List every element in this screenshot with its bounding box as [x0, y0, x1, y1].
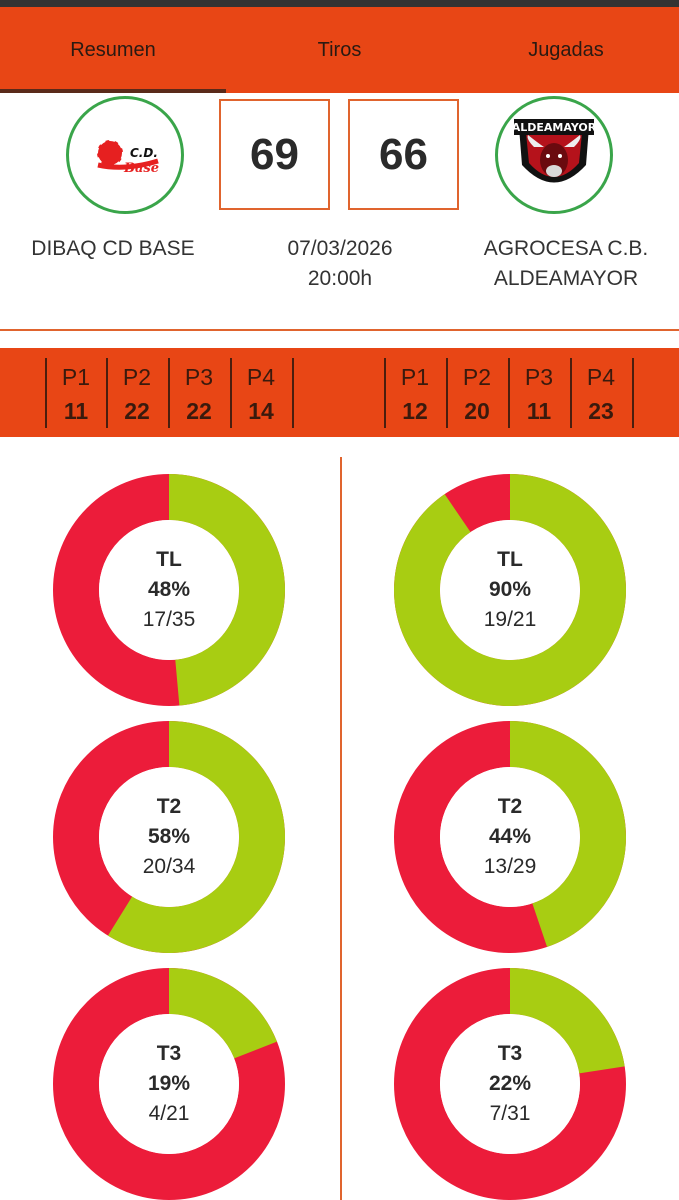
- quarter-separator: [168, 358, 170, 428]
- svg-text:ALDEAMAYOR: ALDEAMAYOR: [512, 121, 597, 134]
- donut-chart: [53, 968, 285, 1200]
- shot-type-label: T3: [497, 1042, 523, 1065]
- quarter-score: 22: [186, 398, 212, 424]
- shot-percentage: 90%: [488, 578, 532, 601]
- home-donut-tl: TL 48% 17/35: [53, 474, 285, 706]
- shot-fraction: 20/34: [142, 855, 196, 878]
- shot-percentage: 19%: [147, 1072, 191, 1095]
- home-quarter-3: P3 22: [169, 360, 229, 428]
- tab-jugadas[interactable]: Jugadas: [528, 38, 604, 61]
- match-time: 20:00h: [307, 267, 373, 290]
- tab-tiros[interactable]: Tiros: [317, 38, 362, 61]
- made-segment: [169, 968, 277, 1059]
- quarter-separator: [384, 358, 386, 428]
- shot-type-label: T2: [497, 795, 523, 818]
- quarter-label: P4: [586, 364, 616, 390]
- donut-chart: [53, 721, 285, 953]
- donut-hole: [440, 767, 580, 907]
- away-quarter-1: P1 12: [385, 360, 445, 428]
- shot-fraction: 4/21: [148, 1102, 190, 1125]
- home-team-logo: C.D. Base: [66, 96, 184, 214]
- quarter-label: P2: [462, 364, 492, 390]
- match-datetime: 07/03/2026 20:00h: [260, 234, 420, 294]
- shot-type-label: T3: [156, 1042, 182, 1065]
- shot-fraction: 19/21: [483, 608, 537, 631]
- quarter-label: P2: [122, 364, 152, 390]
- shot-fraction: 17/35: [142, 608, 196, 631]
- shot-type-label: TL: [156, 548, 182, 571]
- status-bar: [0, 0, 679, 7]
- shot-type-label: T2: [156, 795, 182, 818]
- donut-hole: [440, 1014, 580, 1154]
- active-tab-indicator: [0, 89, 226, 93]
- teams-divider: [340, 457, 342, 1200]
- donut-hole: [440, 520, 580, 660]
- shot-percentage: 44%: [488, 825, 532, 848]
- quarters-bar: P1 11 P2 22 P3 22 P4 14 P1 12 P2 20 P3 1…: [0, 348, 679, 437]
- tab-resumen[interactable]: Resumen: [70, 38, 156, 61]
- donut-chart: [394, 968, 626, 1200]
- quarter-label: P1: [61, 364, 91, 390]
- home-team-name: DIBAQ CD BASE: [31, 237, 195, 260]
- shot-percentage: 58%: [147, 825, 191, 848]
- home-donut-t3: T3 19% 4/21: [53, 968, 285, 1200]
- quarter-score: 12: [402, 398, 428, 424]
- quarter-label: P3: [524, 364, 554, 390]
- donut-hole: [99, 767, 239, 907]
- bull-logo-icon: ALDEAMAYOR: [512, 119, 597, 183]
- quarter-score: 11: [526, 398, 552, 424]
- quarter-separator: [106, 358, 108, 428]
- quarter-label: P1: [400, 364, 430, 390]
- away-score: 66: [348, 99, 459, 210]
- donut-chart: [394, 721, 626, 953]
- away-donut-t3: T3 22% 7/31: [394, 968, 626, 1200]
- quarter-separator: [508, 358, 510, 428]
- svg-text:C.D.: C.D.: [130, 146, 158, 160]
- away-quarter-3: P3 11: [509, 360, 569, 428]
- quarter-separator: [292, 358, 294, 428]
- quarter-label: P3: [184, 364, 214, 390]
- shot-fraction: 7/31: [489, 1102, 531, 1125]
- quarter-score: 14: [248, 398, 274, 424]
- away-team-name: AGROCESA C.B. ALDEAMAYOR: [483, 237, 649, 290]
- quarter-score: 22: [124, 398, 150, 424]
- away-quarter-2: P2 20: [447, 360, 507, 428]
- home-score: 69: [219, 99, 330, 210]
- donut-hole: [99, 520, 239, 660]
- svg-text:Base: Base: [123, 161, 159, 176]
- away-donut-t2: T2 44% 13/29: [394, 721, 626, 953]
- quarter-separator: [446, 358, 448, 428]
- made-segment: [510, 721, 626, 947]
- home-quarter-4: P4 14: [231, 360, 291, 428]
- made-segment: [107, 721, 285, 953]
- shot-percentage: 22%: [488, 1072, 532, 1095]
- donut-hole: [99, 1014, 239, 1154]
- quarter-score: 20: [464, 398, 490, 424]
- tab-bar: Resumen Tiros Jugadas: [0, 7, 679, 93]
- donut-chart: [394, 474, 626, 706]
- cd-base-logo-icon: C.D. Base: [96, 139, 159, 176]
- made-segment: [394, 474, 626, 706]
- away-quarter-4: P4 23: [571, 360, 631, 428]
- quarter-label: P4: [246, 364, 276, 390]
- home-quarter-1: P1 11: [46, 360, 106, 428]
- header-divider: [0, 329, 679, 331]
- away-donut-tl: TL 90% 19/21: [394, 474, 626, 706]
- quarter-separator: [45, 358, 47, 428]
- home-quarter-2: P2 22: [107, 360, 167, 428]
- donut-chart: [53, 474, 285, 706]
- quarter-separator: [632, 358, 634, 428]
- home-donut-t2: T2 58% 20/34: [53, 721, 285, 953]
- shot-fraction: 13/29: [483, 855, 537, 878]
- quarter-score: 23: [588, 398, 614, 424]
- away-team-logo: ALDEAMAYOR: [495, 96, 613, 214]
- shot-percentage: 48%: [147, 578, 191, 601]
- quarter-separator: [230, 358, 232, 428]
- made-segment: [510, 968, 625, 1074]
- quarter-score: 11: [63, 398, 89, 424]
- made-segment: [169, 474, 285, 706]
- shot-type-label: TL: [497, 548, 523, 571]
- quarter-separator: [570, 358, 572, 428]
- match-date: 07/03/2026: [287, 237, 393, 260]
